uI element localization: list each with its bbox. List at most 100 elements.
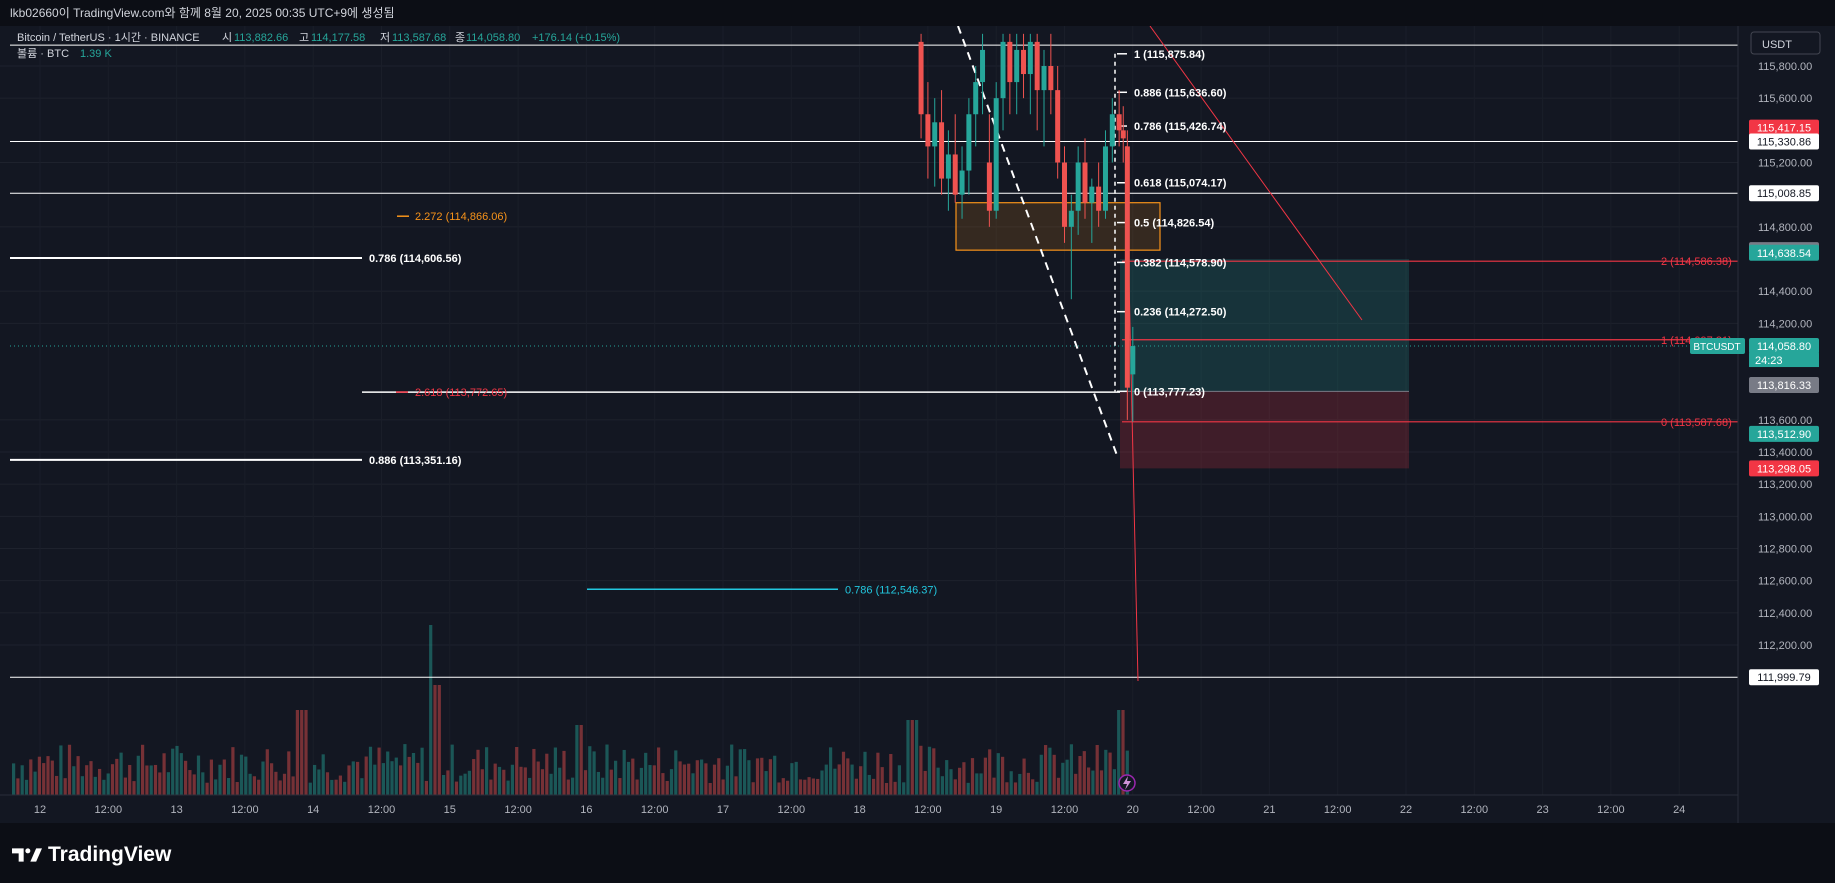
volume-bar	[953, 779, 957, 795]
volume-bar	[184, 760, 188, 795]
chart-canvas[interactable]: 0.786 (114,606.56) 0.886 (113,351.16) 2.61…	[0, 26, 1835, 823]
volume-bar	[59, 745, 63, 795]
price-tick-label: 115,800.00	[1758, 61, 1812, 73]
volume-bar	[996, 753, 1000, 795]
price-tick-label: 112,800.00	[1758, 544, 1812, 556]
lightning-icon[interactable]	[1118, 774, 1136, 792]
volume-bar	[171, 748, 175, 795]
volume-bar	[437, 685, 441, 795]
time-tick-label: 12:00	[231, 804, 259, 816]
volume-bar	[562, 750, 566, 795]
candle-body	[1082, 162, 1088, 203]
volume-bar	[841, 751, 846, 795]
volume-bar	[141, 744, 145, 795]
time-ticks: 12 12:00 13 12:00 14 12:00 15 12:00 16 12:00 17 12:…	[34, 804, 1685, 816]
profit-zone	[1120, 259, 1409, 392]
legend-open-label: 시	[222, 32, 232, 44]
header-text: lkb02660이 TradingView.com와 함께 8월 20, 202…	[10, 6, 395, 20]
time-tick-label: 24	[1673, 804, 1685, 816]
volume-bar	[454, 781, 459, 795]
volume-bar	[687, 763, 691, 795]
volume-bar	[403, 744, 407, 795]
volume-bar	[459, 775, 463, 795]
volume-bar	[1087, 767, 1091, 795]
currency-button[interactable]: USDT	[1750, 31, 1821, 55]
volume-bar	[579, 725, 583, 795]
volume-bar	[308, 782, 312, 795]
volume-bar	[622, 749, 626, 795]
volume-bar	[940, 776, 944, 795]
volume-bar	[244, 756, 248, 795]
price-tag-bg	[1749, 133, 1819, 150]
volume-bar	[1078, 756, 1082, 795]
volume-bar	[639, 767, 643, 795]
symbol-tag-label: BTCUSDT	[1693, 342, 1740, 353]
time-tick-label: 20	[1127, 804, 1139, 816]
time-tick-label: 12:00	[1324, 804, 1352, 816]
volume-bar	[1121, 710, 1125, 795]
price-tick-label: 112,600.00	[1758, 576, 1812, 588]
volume-bar	[510, 764, 514, 795]
volume-bar	[334, 779, 338, 795]
volume-bar	[747, 760, 751, 795]
currency-button-bg[interactable]	[1750, 31, 1821, 55]
price-tick-label: 113,400.00	[1758, 447, 1812, 459]
volume-bar	[536, 761, 540, 795]
loss-zone	[1120, 391, 1409, 469]
volume-bar	[902, 782, 906, 795]
time-tick-label: 16	[580, 804, 592, 816]
volume-bar	[416, 762, 420, 795]
volume-bar	[717, 758, 721, 795]
volume-bar	[145, 765, 149, 795]
legend-high: 114,177.58	[311, 32, 365, 44]
volume-bar	[42, 763, 46, 795]
volume-bar	[149, 765, 153, 795]
legend-close-label: 종	[455, 32, 465, 44]
candle-body	[1096, 186, 1102, 211]
volume-bar	[1039, 754, 1043, 795]
red-trendline	[1149, 26, 1363, 321]
volume-bar	[919, 745, 923, 795]
candle-body	[973, 82, 979, 115]
volume-bar	[115, 758, 119, 795]
volume-bar	[923, 770, 927, 795]
volume-bar	[179, 753, 183, 795]
volume-bar	[493, 763, 497, 795]
volume-bar	[721, 779, 725, 795]
volume-bar	[12, 763, 16, 795]
volume-bar	[1022, 758, 1026, 795]
candle-body	[1027, 41, 1033, 75]
time-tick-label: 13	[170, 804, 182, 816]
volume-bar	[502, 769, 506, 795]
volume-bar	[592, 751, 596, 795]
volume-bar	[325, 772, 330, 795]
price-tag-bg	[1749, 669, 1819, 686]
price-axis[interactable]	[1737, 26, 1835, 823]
volume-bar	[872, 778, 876, 795]
volume-bar	[1095, 745, 1099, 795]
legend: Bitcoin / TetherUS · 1시간 · BINANCE 시 113…	[17, 31, 620, 60]
volume-bar	[1108, 752, 1112, 795]
candle-body	[1120, 130, 1126, 139]
volume-bar	[287, 751, 291, 795]
volume-bar	[540, 769, 545, 795]
price-tick-label: 115,600.00	[1758, 93, 1812, 105]
volume-bar	[420, 747, 424, 795]
price-tick-label: 115,200.00	[1758, 158, 1812, 170]
volume-bar	[55, 775, 59, 795]
volume-bar	[1091, 770, 1095, 795]
price-tick-label: 113,000.00	[1758, 511, 1812, 523]
time-tick-label: 12:00	[95, 804, 123, 816]
volume-bar	[927, 746, 932, 795]
volume-bar	[89, 761, 93, 795]
volume-bar	[265, 749, 269, 795]
tradingview-logo[interactable]: TradingView	[12, 843, 171, 867]
currency-button-label[interactable]: USDT	[1762, 39, 1792, 51]
volume-bar	[37, 756, 41, 795]
volume-bar	[166, 772, 170, 795]
volume-bar	[644, 752, 648, 795]
volume-bar	[884, 782, 889, 795]
time-tick-label: 18	[853, 804, 865, 816]
volume-bar	[751, 782, 755, 795]
volume-bar	[816, 778, 820, 795]
